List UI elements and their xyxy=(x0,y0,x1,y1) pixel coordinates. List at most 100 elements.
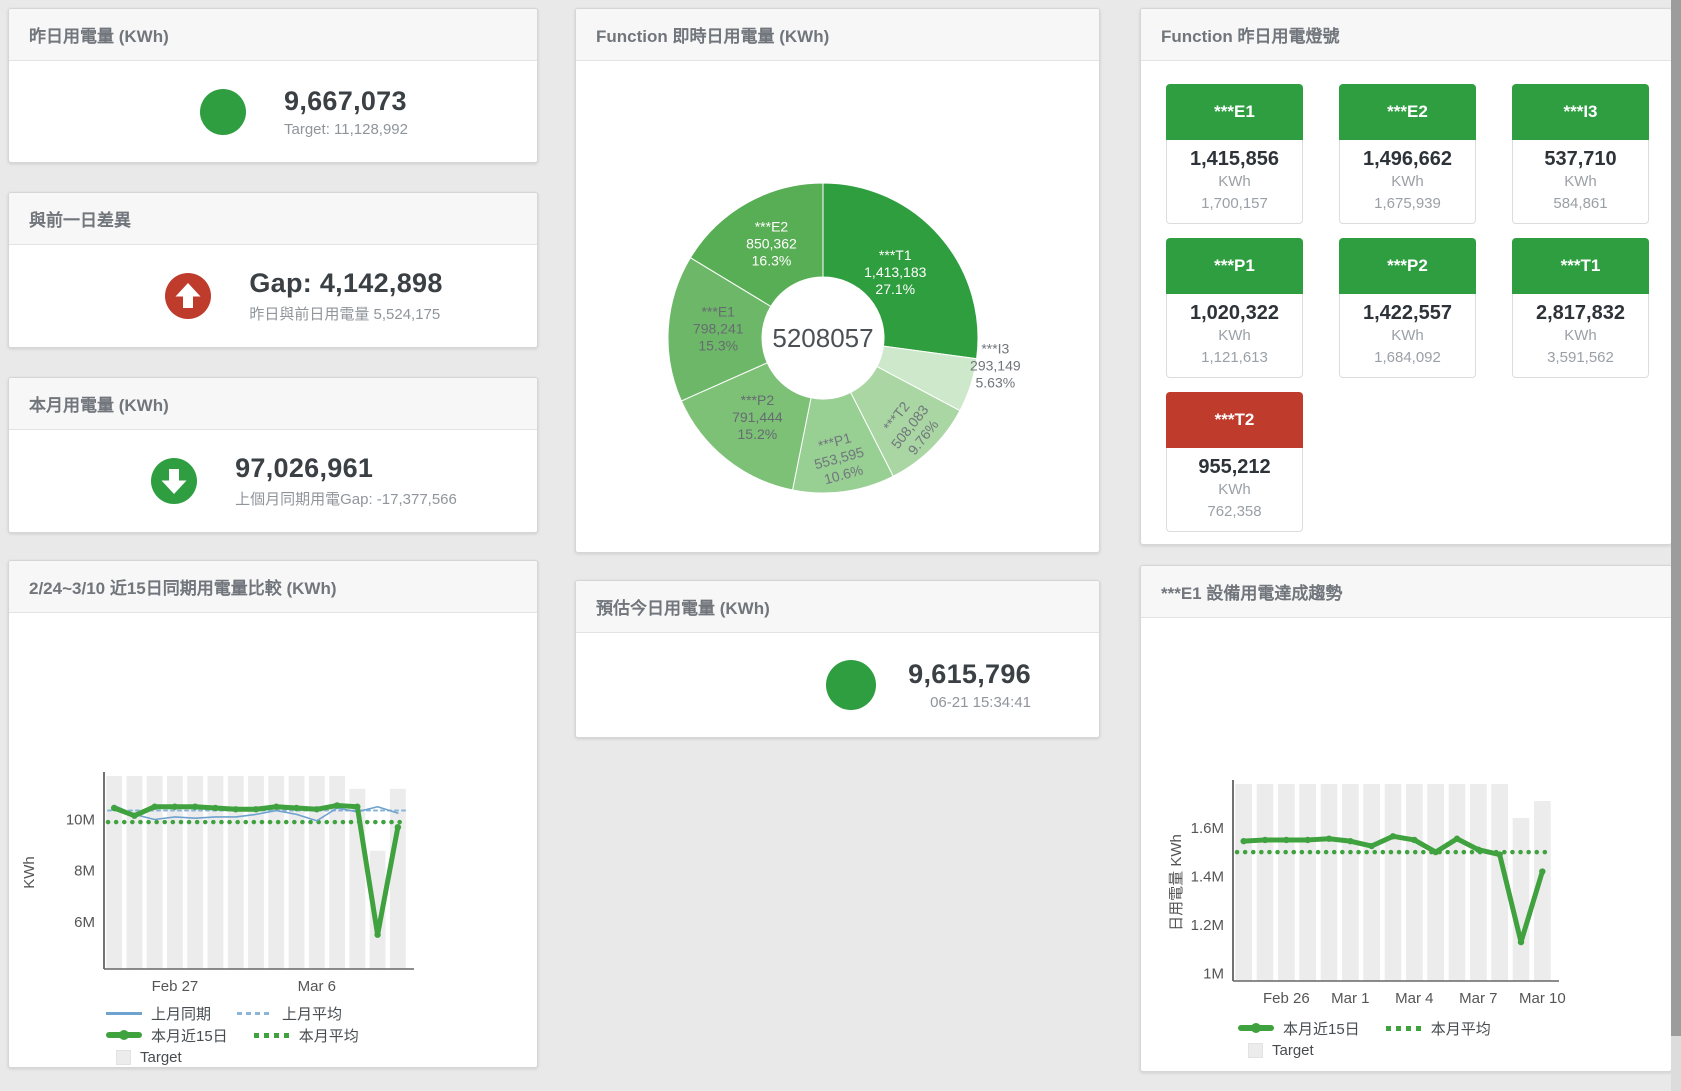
series-point xyxy=(1261,836,1269,844)
series-point xyxy=(313,806,320,813)
legend-item-本月近15日[interactable]: 本月近15日 xyxy=(1238,1018,1360,1039)
series-point xyxy=(212,804,219,812)
series-point xyxy=(394,823,402,831)
legend-label: Target xyxy=(1272,1041,1314,1059)
tile-header: ***E1 xyxy=(1166,84,1303,140)
compare-line-chart: 6M 8M 10M Feb 27 Mar 6 KWh xyxy=(21,772,414,995)
arrow-up-icon xyxy=(165,273,212,319)
legend-item-本月平均[interactable]: 本月平均 xyxy=(1385,1018,1491,1039)
panel-header: 2/24~3/10 近15日同期用電量比較 (KWh) xyxy=(9,561,537,613)
series-point xyxy=(293,804,300,812)
panel-header: ***E1 設備用電達成趨勢 xyxy=(1141,566,1671,618)
legend-dots-swatch xyxy=(253,1032,290,1038)
target-bar xyxy=(1342,784,1359,981)
series-point xyxy=(110,804,118,812)
panel-title: ***E1 設備用電達成趨勢 xyxy=(1161,584,1343,603)
legend-label: 本月近15日 xyxy=(1283,1020,1360,1038)
target-bar xyxy=(1427,784,1444,981)
series-point xyxy=(1539,868,1546,875)
target-bar xyxy=(126,776,143,969)
tile-unit: KWh xyxy=(1391,173,1424,190)
legend-label: 本月平均 xyxy=(298,1027,359,1045)
series-point xyxy=(1368,842,1375,850)
donut-center-total: 5208057 xyxy=(772,323,873,353)
donut-slice-label: ***E2 850,362 16.3% xyxy=(746,219,797,269)
donut-slice-label: ***T1 1,413,183 27.1% xyxy=(864,247,926,297)
status-circle-icon xyxy=(826,660,877,710)
panel-header: 與前一日差異 xyxy=(9,193,537,245)
target-bar xyxy=(288,776,305,969)
stat-subtitle: Target: 11,128,992 xyxy=(284,120,408,138)
donut-slice-E2[interactable] xyxy=(689,182,824,308)
target-bar xyxy=(146,776,163,969)
panel-yesterday-usage: 昨日用電量 (KWh) 9,667,073 Target: 11,128,992 xyxy=(8,8,538,163)
series-point xyxy=(1496,851,1503,858)
donut-slice-P2[interactable] xyxy=(680,362,812,491)
tile-header: ***I3 xyxy=(1512,84,1649,140)
stat-subtitle: 上個月同期用電Gap: -17,377,566 xyxy=(235,491,457,508)
tile-body: 1,422,557 KWh 1,684,092 xyxy=(1339,294,1476,378)
series-point xyxy=(131,812,138,819)
tile-value: 2,817,832 xyxy=(1536,302,1625,324)
target-bar xyxy=(1256,784,1274,981)
donut-slice-label: ***I3 293,149 5.63% xyxy=(970,340,1021,390)
tile-body: 537,710 KWh 584,861 xyxy=(1512,140,1649,224)
status-tile-T2: ***T2 955,212 KWh 762,358 xyxy=(1166,392,1303,532)
donut-slice-T1[interactable] xyxy=(822,182,979,360)
panel-title: 昨日用電量 (KWh) xyxy=(29,27,169,46)
legend-label: 本月平均 xyxy=(1430,1020,1491,1038)
status-tile-P1: ***P1 1,020,322 KWh 1,121,613 xyxy=(1166,238,1303,378)
target-bar xyxy=(268,776,285,969)
series-point xyxy=(1475,846,1482,853)
legend-item-上月平均[interactable]: 上月平均 xyxy=(237,1003,342,1024)
tile-body: 1,415,856 KWh 1,700,157 xyxy=(1166,140,1303,224)
legend-label: 上月平均 xyxy=(282,1005,343,1023)
panel-header: Function 昨日用電燈號 xyxy=(1141,9,1671,61)
legend-square-swatch xyxy=(1248,1042,1263,1058)
panel-title: 本月用電量 (KWh) xyxy=(29,396,169,415)
scrollbar-thumb[interactable] xyxy=(1671,0,1681,1037)
target-bar xyxy=(1448,784,1466,981)
tile-header: ***P1 xyxy=(1166,238,1303,294)
target-bar xyxy=(1491,784,1508,981)
tile-body: 955,212 KWh 762,358 xyxy=(1166,448,1303,532)
panel-header: 昨日用電量 (KWh) xyxy=(9,9,537,61)
y-tick-label: 1.4M xyxy=(1191,868,1224,885)
target-bar xyxy=(1470,784,1487,981)
series-point xyxy=(192,803,199,810)
stat-timestamp: 06-21 15:34:41 xyxy=(930,694,1031,711)
series-point xyxy=(1389,833,1397,840)
x-tick-label: Mar 10 xyxy=(1519,990,1566,1007)
x-tick-label: Mar 4 xyxy=(1395,990,1433,1007)
target-bar xyxy=(207,776,224,969)
tile-body: 1,496,662 KWh 1,675,939 xyxy=(1339,140,1476,224)
y-axis-title: KWh xyxy=(21,856,38,889)
target-bar xyxy=(1320,784,1338,981)
target-bar xyxy=(187,776,204,969)
legend-item-Target[interactable]: Target xyxy=(1238,1042,1314,1059)
tile-value: 1,415,856 xyxy=(1190,148,1279,170)
legend-square-swatch xyxy=(116,1049,131,1065)
x-tick-label: Mar 6 xyxy=(298,978,336,993)
scrollbar-track[interactable] xyxy=(1671,0,1681,1091)
legend-item-本月近15日[interactable]: 本月近15日 xyxy=(106,1025,228,1046)
series-point xyxy=(333,802,341,809)
series-point xyxy=(1325,835,1333,842)
donut-chart: ***T1 1,413,183 27.1% ***I3 293,149 5.63% ***T… xyxy=(667,182,1021,494)
legend-item-Target[interactable]: Target xyxy=(106,1049,182,1066)
donut-slice-label: ***P2 791,444 15.2% xyxy=(732,392,783,442)
tile-value: 1,496,662 xyxy=(1363,148,1452,170)
donut-slice-E1[interactable] xyxy=(667,256,772,402)
legend-item-上月同期[interactable]: 上月同期 xyxy=(106,1003,211,1024)
legend-item-本月平均[interactable]: 本月平均 xyxy=(253,1025,359,1046)
y-tick-label: 1M xyxy=(1203,966,1224,983)
target-bar xyxy=(1235,784,1252,981)
status-tile-I3: ***I3 537,710 KWh 584,861 xyxy=(1512,84,1649,224)
series-point xyxy=(232,806,239,813)
target-bar xyxy=(167,776,183,969)
panel-title: 與前一日差異 xyxy=(29,211,131,230)
series-point xyxy=(374,931,381,938)
panel-month-usage: 本月用電量 (KWh) 97,026,961 上個月同期用電Gap: -17,3… xyxy=(8,377,538,533)
legend-dash-swatch xyxy=(237,1011,274,1015)
